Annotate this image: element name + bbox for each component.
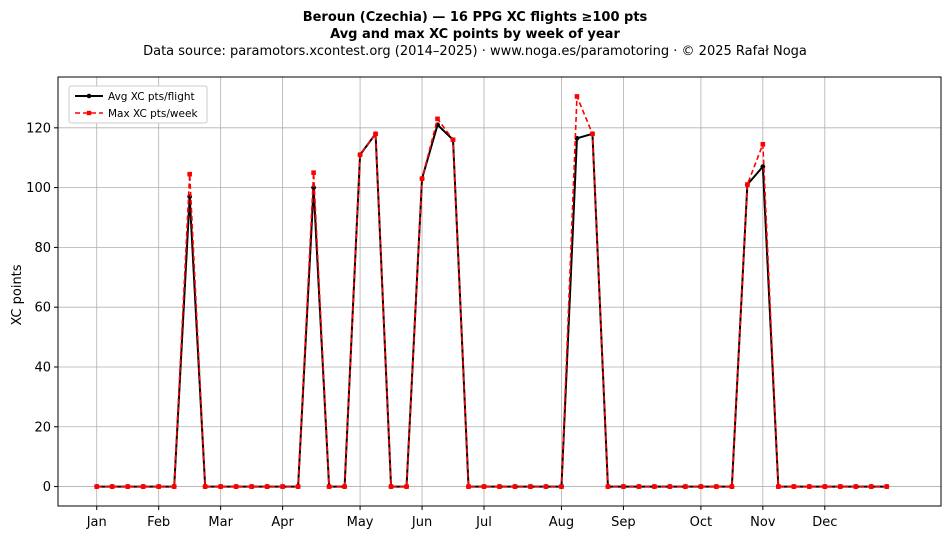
axes: 0 20 40 60 80 100 120 Jan Feb Mar Apr May Jun Jul Aug S… bbox=[26, 121, 837, 530]
max-point bbox=[295, 484, 301, 489]
max-point bbox=[884, 484, 890, 489]
legend: Avg XC pts/flight Max XC pts/week bbox=[68, 85, 208, 124]
x-tick-label: Oct bbox=[690, 515, 712, 530]
grid bbox=[58, 77, 941, 506]
legend-avg-marker bbox=[86, 93, 92, 99]
max-point bbox=[280, 484, 285, 489]
max-point bbox=[698, 484, 704, 489]
max-point bbox=[621, 484, 626, 489]
max-point bbox=[109, 484, 115, 489]
plot-frame bbox=[57, 76, 942, 507]
max-point bbox=[574, 94, 580, 99]
max-point bbox=[249, 484, 254, 489]
series-line-max bbox=[96, 95, 887, 488]
max-point bbox=[218, 484, 223, 489]
y-tick-label: 0 bbox=[43, 480, 51, 495]
max-point bbox=[233, 484, 239, 489]
max-point bbox=[652, 484, 657, 489]
max-point bbox=[760, 141, 766, 147]
max-point bbox=[342, 484, 347, 489]
chart-title: Beroun (Czechia) — 16 PPG XC flights ≥10… bbox=[302, 10, 648, 25]
max-point bbox=[683, 484, 688, 489]
max-point bbox=[667, 484, 673, 489]
x-tick-label: Mar bbox=[208, 515, 233, 530]
max-point bbox=[156, 484, 161, 489]
x-tick-label: Jun bbox=[411, 515, 432, 530]
x-tick-label: Nov bbox=[750, 515, 776, 530]
max-point bbox=[202, 484, 208, 489]
y-tick-label: 100 bbox=[26, 181, 51, 196]
max-point bbox=[807, 484, 812, 489]
legend-avg-label: Avg XC pts/flight bbox=[108, 91, 195, 103]
max-point bbox=[404, 484, 409, 489]
y-axis-label: XC points bbox=[10, 264, 25, 325]
y-tick-label: 20 bbox=[34, 420, 51, 435]
max-point bbox=[125, 484, 131, 489]
max-point bbox=[326, 484, 332, 489]
max-point bbox=[388, 484, 394, 489]
max-point bbox=[481, 484, 487, 489]
max-point bbox=[357, 152, 363, 158]
series-group bbox=[94, 94, 890, 489]
title-block: Beroun (Czechia) — 16 PPG XC flights ≥10… bbox=[0, 9, 950, 60]
max-point bbox=[776, 484, 781, 489]
chart-source-note: Data source: paramotors.xcontest.org (20… bbox=[143, 44, 807, 59]
max-point bbox=[171, 484, 177, 489]
max-point bbox=[791, 484, 797, 489]
max-point bbox=[497, 484, 502, 489]
y-tick-label: 40 bbox=[34, 360, 51, 375]
max-point bbox=[419, 176, 425, 181]
y-tick-label: 80 bbox=[34, 241, 51, 256]
x-tick-label: Sep bbox=[611, 515, 636, 530]
max-point bbox=[853, 484, 859, 489]
max-point bbox=[450, 137, 456, 143]
y-tick-label: 120 bbox=[26, 121, 51, 136]
max-point bbox=[559, 484, 564, 489]
max-point bbox=[605, 484, 611, 489]
x-tick-label: Jan bbox=[86, 515, 107, 530]
max-point bbox=[264, 484, 270, 489]
x-tick-label: Apr bbox=[271, 515, 294, 530]
y-tick-label: 60 bbox=[34, 301, 51, 316]
max-point bbox=[729, 484, 735, 489]
max-point bbox=[311, 170, 316, 175]
max-point bbox=[745, 182, 750, 187]
series-line-avg bbox=[96, 123, 887, 488]
max-point bbox=[590, 131, 595, 137]
legend-box bbox=[68, 85, 208, 124]
max-point bbox=[822, 484, 828, 489]
x-tick-label: Aug bbox=[549, 515, 574, 530]
max-point bbox=[512, 484, 518, 489]
max-point bbox=[838, 484, 843, 489]
max-point bbox=[435, 116, 440, 122]
legend-max-marker bbox=[86, 110, 92, 116]
legend-max-label: Max XC pts/week bbox=[108, 108, 198, 120]
x-tick-label: Dec bbox=[812, 515, 837, 530]
max-point bbox=[528, 484, 533, 489]
max-point bbox=[140, 484, 146, 489]
x-tick-label: Jul bbox=[475, 515, 492, 530]
max-point bbox=[187, 171, 192, 177]
max-point bbox=[94, 484, 100, 489]
max-point bbox=[543, 484, 549, 489]
max-point bbox=[466, 484, 471, 489]
max-point bbox=[714, 484, 719, 489]
max-point bbox=[636, 484, 642, 489]
x-tick-label: Feb bbox=[147, 515, 170, 530]
max-point bbox=[373, 131, 378, 137]
chart-subtitle: Avg and max XC points by week of year bbox=[330, 27, 620, 42]
max-point bbox=[868, 484, 874, 489]
x-tick-label: May bbox=[347, 515, 374, 530]
